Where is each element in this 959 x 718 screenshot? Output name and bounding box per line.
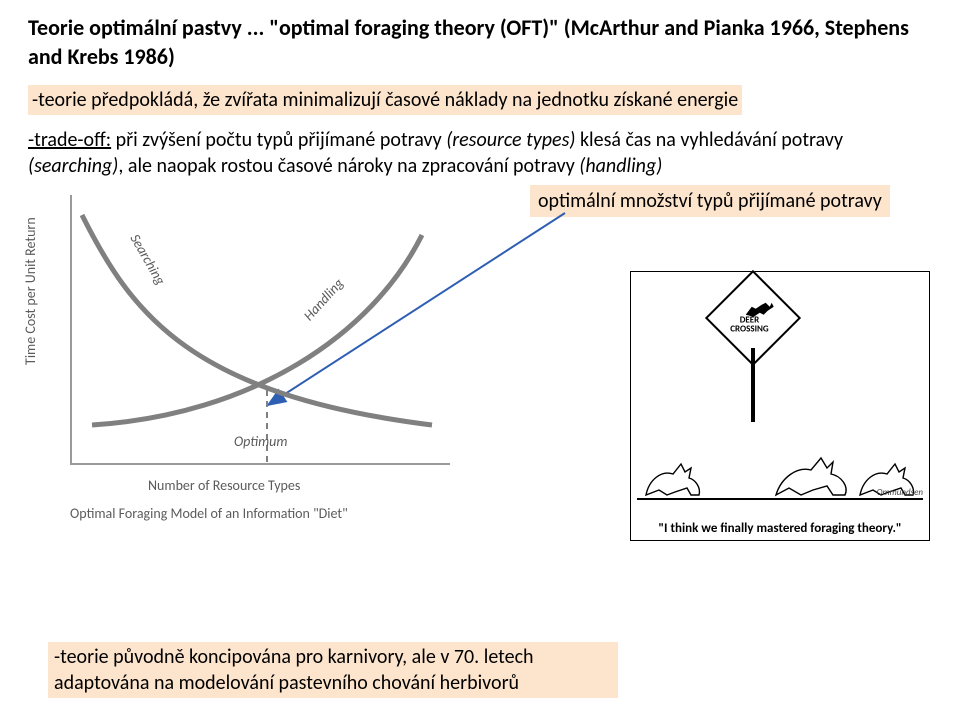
tradeoff-lead: -trade-off: <box>28 128 111 152</box>
chart-xlabel: Number of Resource Types <box>148 477 300 494</box>
tradeoff-it3: (handling) <box>579 154 662 178</box>
assumption-highlight: -teorie předpokládá, že zvířata minimali… <box>28 85 742 115</box>
tradeoff-mid2: , ale naopak rostou časové nároky na zpr… <box>118 154 579 178</box>
coyote-1 <box>641 450 711 500</box>
chart-plot-area: Searching Handling Optimum <box>70 195 450 465</box>
cartoon-panel: DEER CROSSING Ommundsen "I think we fina… <box>630 271 930 541</box>
title-text: Teorie optimální pastvy ... "optimal for… <box>28 14 909 70</box>
chart-ylabel: Time Cost per Unit Return <box>22 218 39 366</box>
footer-highlight: -teorie původně koncipována pro karnivor… <box>48 642 618 698</box>
footer-text: -teorie původně koncipována pro karnivor… <box>54 645 534 695</box>
page-title: Teorie optimální pastvy ... "optimal for… <box>0 0 959 75</box>
tradeoff-rest: při zvýšení počtu typů přijímané potravy <box>111 128 446 152</box>
coyote-2 <box>771 440 861 500</box>
cartoon-credit: Ommundsen <box>877 487 923 498</box>
tradeoff-mid: klesá čas na vyhledávání potravy <box>575 128 843 152</box>
tradeoff-it2: (searching) <box>28 154 118 178</box>
optimum-label: Optimum <box>234 433 287 450</box>
chart-caption: Optimal Foraging Model of an Information… <box>70 505 348 522</box>
chart-curves <box>72 195 452 465</box>
tradeoff-it1: (resource types) <box>446 128 575 152</box>
oft-chart: Time Cost per Unit Return Searching Hand… <box>28 185 498 545</box>
callout-optimum: optimální množství typů přijímané potrav… <box>530 185 890 217</box>
sign-text: DEER CROSSING <box>713 316 785 334</box>
sign-post <box>751 348 755 422</box>
callout-text: optimální množství typů přijímané potrav… <box>538 189 882 213</box>
assumption-text: -teorie předpokládá, že zvířata minimali… <box>32 88 738 112</box>
tradeoff-paragraph: -trade-off: při zvýšení počtu typů přijí… <box>28 127 931 179</box>
cartoon-caption: "I think we finally mastered foraging th… <box>631 521 929 537</box>
ground-line <box>637 498 923 500</box>
